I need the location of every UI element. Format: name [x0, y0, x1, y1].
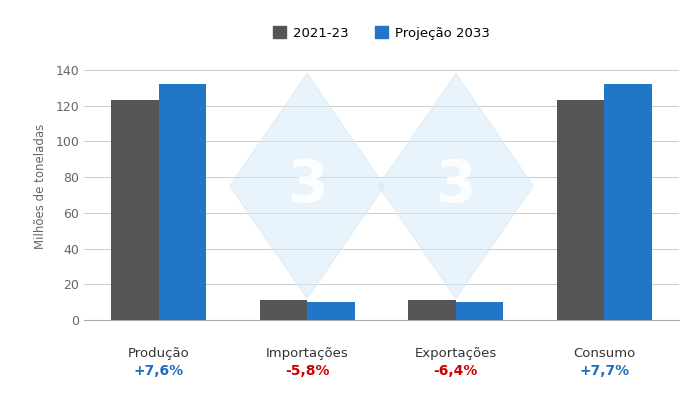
Text: 3: 3: [287, 158, 328, 214]
Bar: [408, 300, 456, 320]
Text: -5,8%: -5,8%: [285, 364, 330, 378]
Bar: [604, 84, 652, 320]
Legend: 2021-23, Projeção 2033: 2021-23, Projeção 2033: [268, 21, 495, 45]
Bar: [307, 302, 355, 320]
Bar: [556, 100, 604, 320]
Bar: [260, 300, 307, 320]
Bar: [456, 302, 503, 320]
Text: +7,7%: +7,7%: [580, 364, 629, 378]
Y-axis label: Milhões de toneladas: Milhões de toneladas: [34, 123, 47, 249]
Text: 3: 3: [435, 158, 476, 214]
Polygon shape: [379, 74, 533, 298]
Polygon shape: [230, 74, 384, 298]
Text: -6,4%: -6,4%: [433, 364, 478, 378]
Bar: [111, 100, 159, 320]
Bar: [159, 84, 206, 320]
Text: +7,6%: +7,6%: [134, 364, 183, 378]
